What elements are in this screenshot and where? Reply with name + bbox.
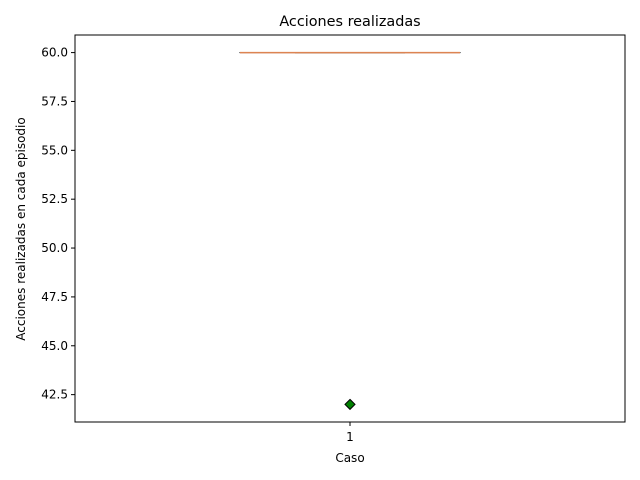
- y-tick-label: 52.5: [41, 192, 68, 206]
- plot-area: 42.5 45.0 47.5 50.0 52.5 55.0 57.5 60.0 1: [41, 46, 461, 444]
- x-axis-label: Caso: [335, 451, 364, 465]
- y-tick-label: 47.5: [41, 290, 68, 304]
- y-tick-label: 42.5: [41, 388, 68, 402]
- y-tick-label: 60.0: [41, 46, 68, 60]
- x-tick-label: 1: [346, 430, 354, 444]
- y-tick-label: 57.5: [41, 94, 68, 108]
- axes-frame: [74, 34, 626, 423]
- y-axis-label: Acciones realizadas en cada episodio: [14, 117, 28, 340]
- y-tick-label: 55.0: [41, 143, 68, 157]
- outlier-point: [344, 398, 356, 411]
- chart-title: Acciones realizadas: [279, 14, 420, 30]
- y-tick-label: 50.0: [41, 241, 68, 255]
- y-tick-label: 45.0: [41, 339, 68, 353]
